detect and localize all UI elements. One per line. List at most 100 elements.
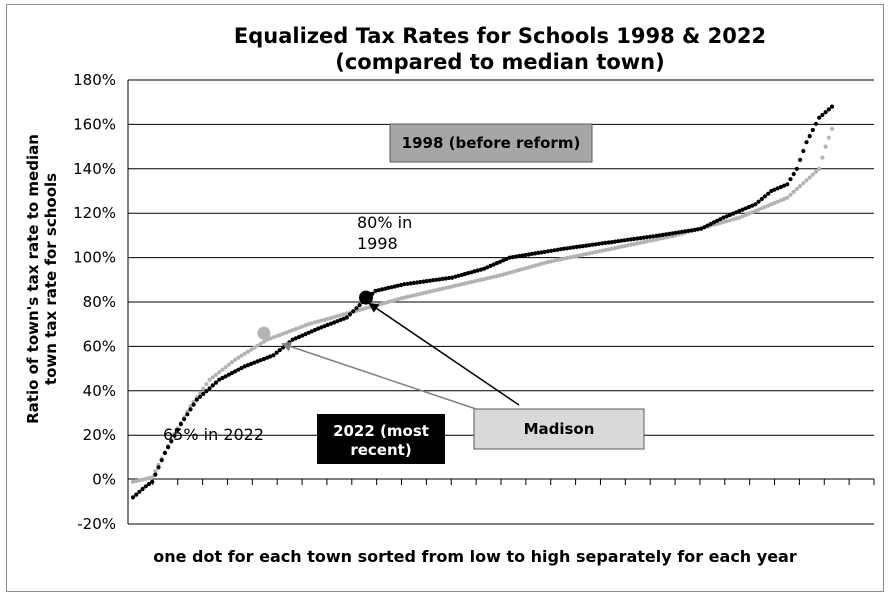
- point-2022: [392, 284, 397, 289]
- point-2022: [740, 207, 745, 212]
- point-2022: [705, 223, 710, 228]
- chart-title-line-1: Equalized Tax Rates for Schools 1998 & 2…: [234, 24, 766, 48]
- point-1998: [379, 301, 385, 306]
- point-2022: [660, 232, 665, 237]
- point-2022: [322, 324, 327, 329]
- point-2022: [271, 353, 276, 358]
- point-2022: [651, 234, 656, 239]
- point-2022: [826, 107, 831, 112]
- point-1998: [785, 195, 790, 200]
- legend-2022-box: [317, 414, 445, 464]
- point-1998: [788, 192, 793, 197]
- point-2022: [711, 220, 717, 225]
- point-1998: [823, 144, 828, 149]
- point-1998: [663, 235, 669, 240]
- x-tick-marks: [127, 479, 875, 485]
- point-1998: [210, 375, 215, 380]
- point-1998: [549, 259, 554, 264]
- point-1998: [737, 215, 742, 220]
- point-1998: [213, 372, 219, 377]
- point-1998: [606, 247, 611, 252]
- point-2022: [603, 240, 608, 245]
- arrow-madison-1998: [368, 302, 520, 406]
- point-1998: [430, 288, 436, 293]
- point-1998: [402, 295, 407, 300]
- point-2022: [290, 337, 295, 342]
- point-2022: [718, 217, 723, 222]
- point-1998: [475, 278, 480, 283]
- point-2022: [561, 246, 567, 251]
- y-tick-label: 20%: [83, 426, 116, 444]
- legend-1998-label: 1998 (before reform): [402, 134, 581, 152]
- point-1998: [746, 211, 752, 216]
- point-2022: [146, 481, 152, 487]
- point-1998: [134, 479, 139, 484]
- point-1998: [772, 200, 777, 206]
- y-tick-labels: -20% 0% 20% 40% 60% 80% 100% 120% 140% 160% 180%: [73, 71, 116, 533]
- point-2022: [491, 262, 496, 267]
- point-2022: [686, 228, 691, 233]
- point-2022: [220, 375, 225, 381]
- point-1998: [300, 324, 305, 329]
- point-1998: [146, 476, 152, 481]
- point-1998: [335, 314, 340, 319]
- point-2022: [408, 281, 413, 286]
- point-1998: [363, 306, 369, 311]
- point-1998: [188, 404, 193, 409]
- point-2022: [657, 233, 662, 238]
- point-2022: [434, 277, 439, 282]
- point-1998: [204, 382, 209, 387]
- point-1998: [437, 287, 442, 292]
- point-1998: [472, 279, 477, 284]
- point-2022: [296, 334, 302, 340]
- point-2022: [596, 241, 602, 246]
- point-2022: [405, 281, 410, 286]
- point-2022: [782, 183, 787, 188]
- point-2022: [577, 244, 582, 249]
- point-2022: [619, 238, 624, 243]
- point-1998: [309, 321, 314, 326]
- point-2022: [759, 196, 764, 202]
- point-2022: [628, 237, 634, 242]
- point-1998: [740, 214, 745, 219]
- point-1998: [424, 290, 429, 295]
- point-1998: [523, 266, 528, 271]
- y-tick-label: 40%: [83, 382, 116, 400]
- y-tick-label: 80%: [83, 293, 116, 311]
- point-2022: [207, 386, 212, 391]
- point-2022: [469, 270, 474, 275]
- point-2022: [143, 484, 148, 489]
- point-2022: [829, 104, 835, 109]
- legend-1998-box: [389, 123, 593, 163]
- point-2022: [734, 210, 739, 215]
- legend-2022-label-line-1: 2022 (most: [333, 422, 429, 440]
- point-1998: [539, 261, 544, 266]
- point-2022: [807, 134, 812, 139]
- point-2022: [526, 252, 531, 257]
- point-1998: [415, 292, 420, 297]
- point-1998: [440, 286, 445, 291]
- point-1998: [328, 315, 333, 321]
- point-2022: [239, 365, 244, 371]
- point-2022: [478, 267, 483, 272]
- point-2022: [450, 275, 455, 280]
- point-2022: [727, 212, 733, 218]
- point-1998: [587, 251, 592, 256]
- point-2022: [156, 465, 161, 470]
- point-2022: [692, 227, 697, 232]
- point-1998: [261, 339, 266, 344]
- point-2022: [242, 364, 247, 369]
- point-1998: [590, 250, 595, 255]
- point-2022: [462, 271, 467, 277]
- point-2022: [689, 228, 694, 233]
- point-2022: [293, 336, 298, 341]
- point-2022: [501, 258, 506, 263]
- point-2022: [539, 250, 544, 255]
- point-2022: [798, 157, 803, 162]
- point-1998: [411, 293, 416, 298]
- point-1998: [290, 328, 295, 333]
- point-1998: [392, 298, 397, 303]
- point-2022: [612, 239, 618, 244]
- point-2022: [312, 327, 317, 333]
- annotation-80-line-1: 80% in: [357, 213, 412, 232]
